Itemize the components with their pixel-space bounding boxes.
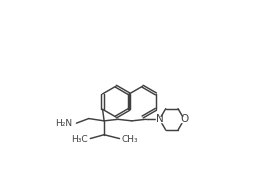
Text: O: O [180,114,188,124]
Text: H₂N: H₂N [56,119,73,128]
Text: CH₃: CH₃ [122,135,138,144]
Bar [181,117,188,122]
Text: N: N [156,114,163,124]
Bar [156,117,163,122]
Text: H₃C: H₃C [71,135,88,144]
